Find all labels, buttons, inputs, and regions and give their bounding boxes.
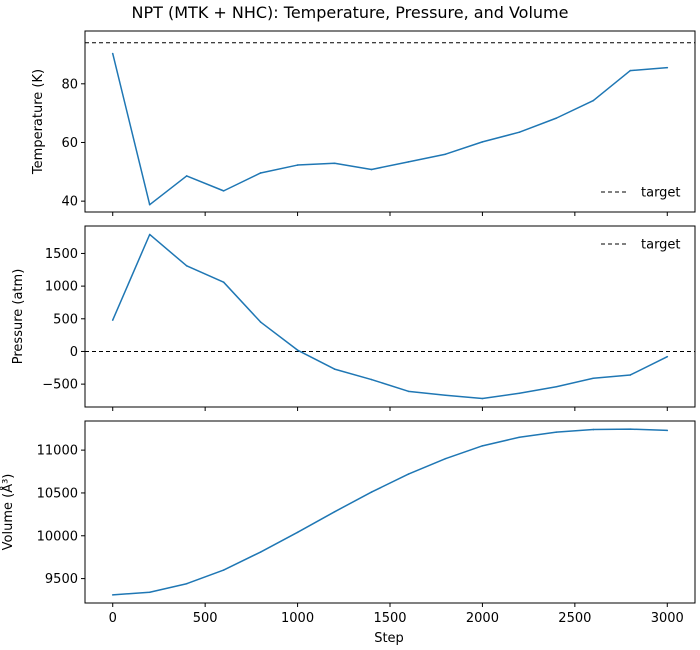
data-point (296, 531, 299, 534)
data-point (444, 457, 447, 460)
data-point (222, 569, 225, 571)
series-line (112, 233, 668, 400)
panel-3: 9500 10000 10500 11000 0 500 1000 1500 2000 2500 3… (0, 420, 696, 626)
data-point (481, 141, 484, 143)
y-tick-label: 60 (61, 136, 78, 151)
data-point (407, 161, 410, 163)
data-point (259, 551, 262, 553)
y-tick-label: 1500 (45, 247, 78, 262)
data-point (148, 203, 151, 206)
data-point (555, 117, 558, 119)
data-point (407, 390, 410, 393)
data-point (592, 377, 595, 380)
data-point (370, 378, 373, 381)
figure-title: NPT (MTK + NHC): Temperature, Pressure, … (132, 3, 569, 22)
legend-label: target (641, 238, 681, 253)
data-point (185, 175, 188, 177)
y-tick-label: 0 (70, 345, 78, 360)
chart-panels: 40 60 80 Temperature (K) target −500 0 500 1000 1… (0, 30, 696, 626)
x-tick-label: 2000 (466, 611, 499, 626)
data-point (333, 510, 336, 513)
y-tick-label: −500 (42, 378, 78, 393)
panel-1: 40 60 80 Temperature (K) target (31, 30, 696, 216)
data-point (370, 491, 373, 493)
data-point (148, 591, 151, 594)
x-tick-label: 1500 (373, 611, 406, 626)
data-point (407, 473, 410, 475)
data-point (518, 131, 521, 134)
data-point (555, 431, 558, 433)
data-point (222, 190, 225, 192)
data-point (222, 281, 225, 283)
y-axis-label: Volume (Å³) (0, 474, 16, 551)
data-point (333, 162, 336, 165)
y-tick-label: 10000 (37, 529, 78, 544)
data-point (444, 394, 447, 397)
data-point (592, 99, 595, 102)
data-point (481, 445, 484, 447)
x-tick-label: 2500 (558, 611, 591, 626)
data-point (111, 594, 114, 596)
data-point (111, 52, 114, 55)
data-point (296, 164, 299, 166)
x-tick-label: 0 (109, 611, 117, 626)
data-point (629, 428, 632, 430)
data-point (629, 69, 632, 72)
y-tick-label: 40 (61, 195, 78, 210)
data-point (666, 355, 669, 358)
data-point (259, 321, 262, 323)
series-line (112, 428, 668, 596)
data-point (370, 168, 373, 171)
data-point (333, 368, 336, 370)
y-tick-label: 9500 (45, 572, 78, 587)
panel-2: −500 0 500 1000 1500 Pressure (atm) target (11, 225, 696, 411)
series-line (112, 53, 668, 206)
y-tick-label: 1000 (45, 280, 78, 295)
y-axis-label: Pressure (atm) (11, 269, 26, 365)
data-point (444, 153, 447, 156)
y-axis-label: Temperature (K) (31, 69, 46, 175)
x-tick-label: 3000 (651, 611, 684, 626)
data-point (666, 66, 669, 69)
data-point (629, 374, 632, 376)
data-point (518, 436, 521, 439)
plot-frame (84, 420, 696, 604)
y-tick-label: 500 (53, 312, 78, 327)
data-point (481, 397, 484, 400)
legend-label: target (641, 186, 681, 201)
data-point (259, 172, 262, 174)
plot-frame (84, 30, 696, 213)
data-point (518, 392, 521, 395)
data-point (296, 349, 299, 351)
y-tick-label: 11000 (37, 444, 78, 459)
x-tick-label: 1000 (281, 611, 314, 626)
data-point (185, 265, 188, 267)
data-point (148, 233, 151, 236)
y-tick-label: 10500 (37, 486, 78, 501)
data-point (666, 429, 669, 432)
data-point (185, 582, 188, 585)
data-point (555, 385, 558, 388)
y-tick-label: 80 (61, 77, 78, 92)
plot-frame (84, 225, 696, 408)
x-axis-label: Step (374, 631, 404, 646)
data-point (592, 428, 595, 431)
x-tick-label: 500 (193, 611, 218, 626)
data-point (111, 319, 114, 321)
